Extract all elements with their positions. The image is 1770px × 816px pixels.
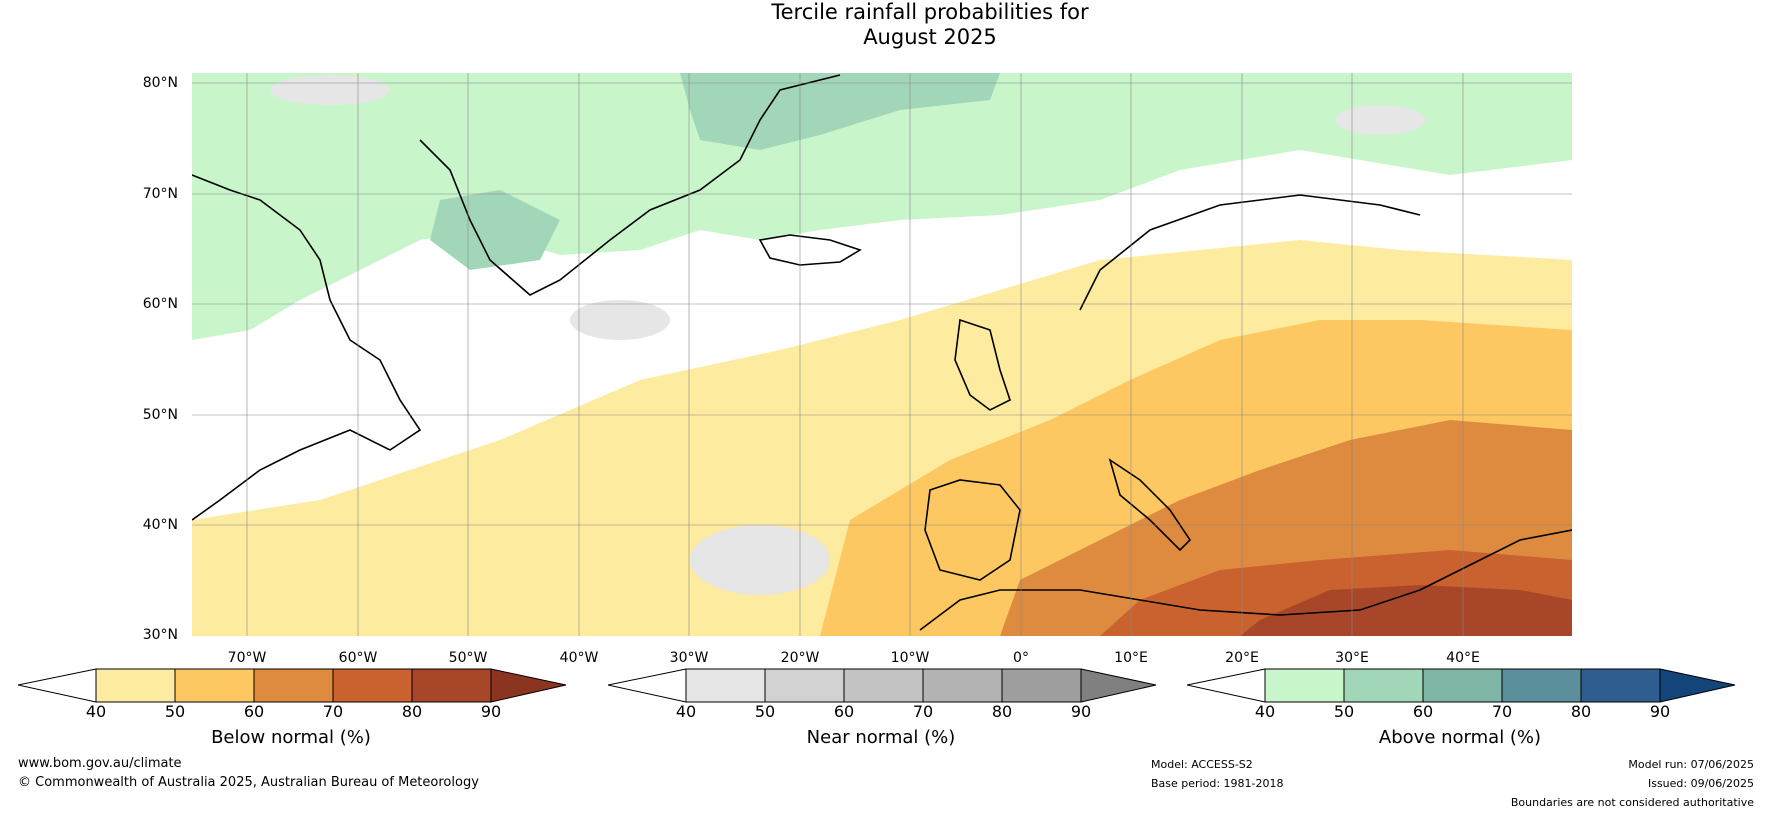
near-tick-60: 60	[833, 702, 855, 721]
above-normal-patch-labrador	[430, 190, 560, 270]
lat-label-50n: 50°N	[142, 407, 178, 423]
above-normal-colorbar	[1187, 668, 1736, 703]
near-normal-patch-3	[1335, 105, 1425, 135]
italy-coast	[1108, 458, 1192, 552]
above-tick-40: 40	[1254, 702, 1276, 721]
lon-label-40e: 40°E	[1446, 650, 1480, 666]
below-tick-50: 50	[164, 702, 186, 721]
iceland-coast	[758, 234, 862, 266]
iberia-coast	[924, 479, 1021, 581]
above-tick-60: 60	[1412, 702, 1434, 721]
near-normal-patch-1	[690, 525, 830, 595]
base-period-text: Base period: 1981-2018	[1151, 777, 1284, 790]
website-link[interactable]: www.bom.gov.au/climate	[18, 756, 182, 771]
below-tick-40: 40	[85, 702, 107, 721]
title-line-2: August 2025	[863, 25, 997, 49]
scandinavia-coast	[1079, 194, 1421, 311]
lon-label-0: 0°	[1013, 650, 1029, 666]
lat-label-30n: 30°N	[142, 627, 178, 643]
below-tick-90: 90	[480, 702, 502, 721]
below-tick-70: 70	[322, 702, 344, 721]
copyright-text: © Commonwealth of Australia 2025, Austra…	[18, 775, 479, 790]
near-tick-90: 90	[1070, 702, 1092, 721]
lon-label-70w: 70°W	[227, 650, 267, 666]
below-tick-80: 80	[401, 702, 423, 721]
above-tick-80: 80	[1570, 702, 1592, 721]
lon-label-10e: 10°E	[1114, 650, 1148, 666]
near-tick-80: 80	[991, 702, 1013, 721]
model-run-text: Model run: 07/06/2025	[1628, 758, 1754, 771]
title-line-1: Tercile rainfall probabilities for	[771, 0, 1089, 24]
near-tick-70: 70	[912, 702, 934, 721]
map-area	[192, 73, 1572, 636]
model-text: Model: ACCESS-S2	[1151, 758, 1253, 771]
lon-label-60w: 60°W	[338, 650, 378, 666]
disclaimer-text: Boundaries are not considered authoritat…	[1510, 796, 1754, 809]
near-normal-patch-4	[270, 75, 390, 105]
north-america-coast	[192, 174, 422, 521]
near-normal-colorbar	[608, 668, 1157, 703]
british-isles-coast	[954, 318, 1011, 411]
below-normal-colorbar	[18, 668, 567, 703]
africa-coast	[919, 529, 1572, 631]
above-tick-70: 70	[1491, 702, 1513, 721]
lon-label-20e: 20°E	[1225, 650, 1259, 666]
coastlines	[192, 74, 1572, 631]
above-tick-90: 90	[1649, 702, 1671, 721]
near-normal-label: Near normal (%)	[806, 727, 956, 748]
lon-label-30w: 30°W	[669, 650, 709, 666]
below-normal-label: Below normal (%)	[211, 727, 371, 748]
near-tick-40: 40	[675, 702, 697, 721]
issued-text: Issued: 09/06/2025	[1647, 777, 1754, 790]
gridlines	[192, 73, 1572, 636]
near-tick-50: 50	[754, 702, 776, 721]
lon-label-10w: 10°W	[890, 650, 930, 666]
above-normal-region-north	[192, 73, 1572, 340]
greenland-coast	[419, 74, 841, 296]
lon-label-50w: 50°W	[448, 650, 488, 666]
lat-label-70n: 70°N	[142, 186, 178, 202]
above-normal-label: Above normal (%)	[1378, 727, 1542, 748]
lon-label-30e: 30°E	[1335, 650, 1369, 666]
lat-label-60n: 60°N	[142, 296, 178, 312]
near-normal-patch-2	[570, 300, 670, 340]
lon-label-40w: 40°W	[559, 650, 599, 666]
lat-label-40n: 40°N	[142, 517, 178, 533]
above-normal-region-greenland	[680, 73, 1000, 150]
lat-label-80n: 80°N	[142, 75, 178, 91]
below-tick-60: 60	[243, 702, 265, 721]
below-normal-region-darkest	[1240, 585, 1572, 636]
lon-label-20w: 20°W	[780, 650, 820, 666]
above-tick-50: 50	[1333, 702, 1355, 721]
chart-title: Tercile rainfall probabilities for Augus…	[0, 0, 1770, 50]
